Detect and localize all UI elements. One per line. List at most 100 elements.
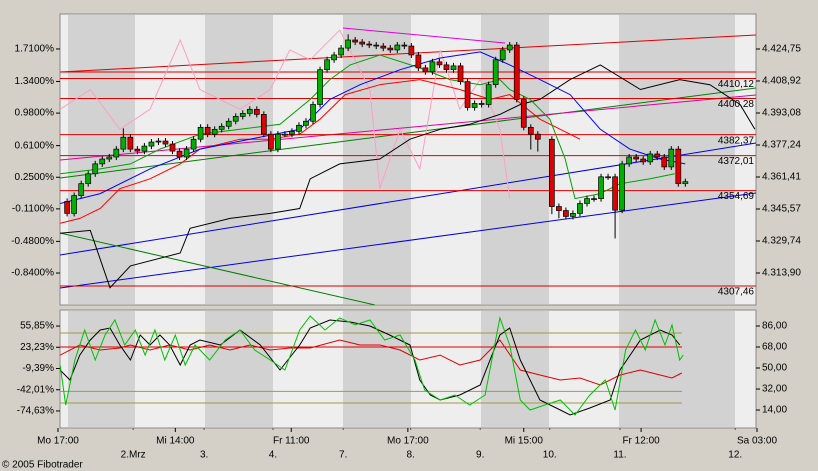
candle-body [232, 116, 239, 122]
candle-body [218, 125, 225, 130]
x-tick-label: Fr 12:00 [622, 436, 660, 447]
x-tick-label: Mo 17:00 [387, 436, 429, 447]
candle-body [675, 148, 682, 185]
candle-body [527, 126, 534, 135]
y-tick-label: 68,00 [762, 342, 787, 353]
candle-body [450, 65, 457, 71]
y2-tick-label: 0.9800% [15, 108, 55, 119]
date-tick-label: 12. [728, 450, 742, 461]
candle-body [359, 41, 366, 45]
candle-body [401, 44, 408, 47]
y-tick-label: 14,00 [762, 405, 787, 416]
candle-body [633, 156, 640, 160]
candle-body [492, 59, 499, 86]
candle-body [197, 126, 204, 140]
candle-body [345, 39, 351, 49]
candle-body [141, 145, 148, 152]
y-tick-label: 50,00 [762, 363, 787, 374]
candle-body [260, 114, 267, 135]
candle-body [584, 198, 590, 204]
date-tick-label: 2.Mrz [121, 450, 146, 461]
y2-tick-label: -74,63% [17, 406, 54, 417]
candle-body [619, 163, 625, 211]
candle-body [127, 136, 134, 150]
y-tick-label: 4.424,75 [762, 44, 801, 55]
candle-body [204, 126, 211, 135]
day-bands [68, 15, 735, 427]
level-label: 4382,37 [718, 135, 755, 146]
trend-line [60, 34, 756, 73]
series-line [60, 319, 681, 416]
candle-body [331, 54, 337, 61]
candle-body [78, 183, 85, 196]
y2-tick-label: -0.4800% [11, 236, 54, 247]
day-band [619, 311, 735, 427]
candle-body [268, 133, 274, 150]
panel-1 [60, 315, 684, 416]
candle-body [338, 47, 344, 56]
level-label: 4372,01 [718, 156, 755, 167]
candle-body [682, 181, 689, 185]
candle-body [647, 153, 654, 163]
y2-tick-label: -42,01% [17, 384, 54, 395]
y-tick-label: 32,00 [762, 384, 787, 395]
candle-body [513, 44, 520, 100]
date-tick-label: 4. [269, 450, 277, 461]
candle-body [591, 198, 597, 200]
candle-body [499, 49, 506, 61]
y2-tick-label: 23,23% [20, 342, 54, 353]
y-tick-label: 4.345,57 [762, 204, 801, 215]
candle-body [282, 133, 288, 136]
candle-body [253, 108, 260, 115]
trend-line [60, 94, 756, 161]
candle-body [296, 124, 302, 132]
panel-0 [60, 29, 756, 289]
day-band [343, 311, 411, 427]
candle-body [485, 84, 492, 105]
candle-body [113, 148, 120, 158]
footer: © 2005 Fibotrader [2, 460, 83, 471]
y2-tick-label: 0.6100% [15, 140, 55, 151]
candle-body [478, 103, 485, 105]
candle-body [211, 128, 218, 135]
candle-body [317, 69, 323, 105]
candle-body [436, 61, 443, 66]
candle-body [387, 47, 394, 51]
candle-body [640, 158, 647, 163]
candle-body [239, 113, 246, 117]
candle-body [520, 99, 527, 128]
trend-line [342, 27, 506, 44]
series-line [60, 79, 581, 224]
candle-body [92, 163, 99, 175]
y-tick-label: 4.393,08 [762, 108, 801, 119]
candle-body [352, 39, 359, 43]
candle-body [556, 206, 562, 211]
candle-body [443, 64, 450, 71]
y2-tick-label: -0.8400% [11, 268, 54, 279]
candle-body [534, 133, 541, 140]
candle-body [577, 203, 583, 214]
candle-body [64, 201, 70, 214]
y-tick-label: 4.377,24 [762, 140, 801, 151]
candle-body [598, 176, 604, 199]
candle-body [310, 104, 316, 122]
candle-body [183, 148, 190, 158]
y2-tick-label: -0.1100% [12, 204, 54, 215]
y-tick-label: 4.361,41 [762, 172, 801, 183]
date-tick-label: 11. [613, 450, 626, 461]
candle-body [563, 210, 569, 217]
candle-body [85, 173, 92, 185]
candle-body [506, 44, 513, 51]
level-label: 4307,46 [718, 287, 755, 298]
day-band [68, 311, 135, 427]
candle-body [176, 150, 183, 158]
candle-body [134, 148, 141, 152]
y2-tick-label: 0.2500% [15, 172, 55, 183]
y2-tick-label: 1.3400% [15, 76, 55, 87]
candle-body [190, 138, 197, 150]
candle-body [99, 158, 106, 165]
y2-tick-label: 55,85% [20, 321, 54, 332]
candle-body [275, 133, 281, 150]
